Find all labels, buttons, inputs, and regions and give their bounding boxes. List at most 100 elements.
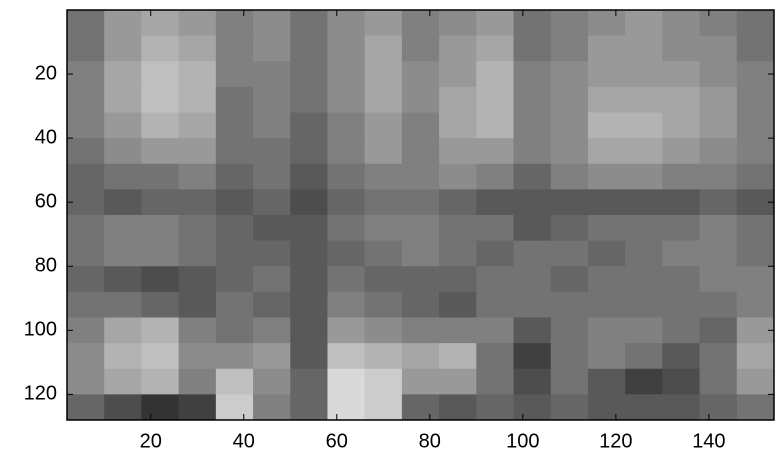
heatmap-cell (625, 163, 663, 190)
heatmap-cell (625, 138, 663, 165)
heatmap-cell (141, 343, 180, 370)
y-tick-label: 120 (24, 383, 57, 405)
heatmap-cell (141, 266, 180, 293)
heatmap-cell (550, 240, 589, 267)
heatmap-cell (364, 240, 403, 267)
heatmap-cell (625, 189, 663, 216)
heatmap-cell (178, 368, 217, 395)
heatmap-cell (253, 61, 291, 88)
heatmap-cell (439, 10, 477, 37)
heatmap-cell (253, 138, 291, 165)
heatmap-cell (550, 163, 589, 190)
heatmap-cell (439, 394, 477, 421)
heatmap-cell (513, 368, 552, 395)
heatmap-cell (736, 163, 775, 190)
heatmap-cell (587, 291, 626, 318)
heatmap-cell (699, 112, 738, 139)
heatmap-cell (327, 10, 366, 37)
heatmap-cell (215, 35, 254, 62)
heatmap-cell (104, 163, 142, 190)
heatmap-cell (401, 343, 440, 370)
heatmap-cell (67, 138, 105, 165)
heatmap-cell (513, 61, 552, 88)
heatmap-cell (253, 189, 291, 216)
heatmap-cell (327, 189, 366, 216)
heatmap-cell (699, 138, 738, 165)
heatmap-cell (476, 163, 515, 190)
heatmap-cell (327, 266, 366, 293)
heatmap-cell (625, 35, 663, 62)
heatmap-cell (662, 163, 701, 190)
x-tick-label: 140 (692, 430, 725, 452)
heatmap-cell (476, 10, 515, 37)
heatmap-cell (625, 112, 663, 139)
heatmap-cell (67, 35, 105, 62)
heatmap-cell (439, 317, 477, 344)
heatmap-cell (513, 138, 552, 165)
heatmap-cell (476, 35, 515, 62)
heatmap-cell (625, 266, 663, 293)
heatmap-cell (253, 343, 291, 370)
heatmap-cell (178, 394, 217, 421)
heatmap-cell (364, 189, 403, 216)
heatmap-cell (290, 215, 328, 242)
heatmap-cell (736, 291, 775, 318)
heatmap-cell (699, 86, 738, 113)
heatmap-cell (662, 215, 701, 242)
heatmap-cell (662, 240, 701, 267)
x-tick-label: 60 (326, 430, 348, 452)
heatmap-cell (215, 343, 254, 370)
heatmap-cell (662, 10, 701, 37)
heatmap-cell (178, 343, 217, 370)
heatmap-cell (736, 10, 775, 37)
heatmap-cell (215, 112, 254, 139)
heatmap-cell (401, 394, 440, 421)
heatmap-cell (327, 394, 366, 421)
heatmap-cell (290, 291, 328, 318)
heatmap-cell (587, 61, 626, 88)
y-tick-label: 100 (24, 319, 57, 341)
heatmap-cell (476, 189, 515, 216)
heatmap-cell (439, 35, 477, 62)
heatmap-cell (699, 10, 738, 37)
heatmap-cell (104, 291, 142, 318)
heatmap-cell (401, 35, 440, 62)
heatmap-cell (662, 291, 701, 318)
heatmap-cell (67, 86, 105, 113)
heatmap-cell (513, 10, 552, 37)
heatmap-cell (587, 35, 626, 62)
heatmap-cell (625, 10, 663, 37)
heatmap-cell (550, 317, 589, 344)
heatmap-cell (253, 86, 291, 113)
heatmap-cell (253, 291, 291, 318)
heatmap-cell (290, 343, 328, 370)
heatmap-cell (215, 266, 254, 293)
heatmap-cell (364, 266, 403, 293)
heatmap-cell (104, 394, 142, 421)
heatmap-cell (401, 86, 440, 113)
heatmap-cell (327, 317, 366, 344)
heatmap-cell (699, 343, 738, 370)
heatmap-cell (253, 163, 291, 190)
heatmap-cell (550, 61, 589, 88)
heatmap-cell (215, 368, 254, 395)
heatmap-cell (550, 343, 589, 370)
heatmap-cell (550, 86, 589, 113)
heatmap-cell (67, 368, 105, 395)
heatmap-cell (178, 138, 217, 165)
heatmap-cell (625, 317, 663, 344)
x-tick-label: 120 (599, 430, 632, 452)
heatmap-cell (141, 163, 180, 190)
heatmap-cell (67, 291, 105, 318)
heatmap-cell (736, 266, 775, 293)
heatmap-cell (141, 61, 180, 88)
plot-frame (66, 9, 775, 421)
heatmap-cell (104, 266, 142, 293)
heatmap-cell (699, 215, 738, 242)
heatmap-cell (513, 86, 552, 113)
x-tick-label: 20 (140, 430, 162, 452)
heatmap-cell (178, 61, 217, 88)
heatmap-cell (253, 112, 291, 139)
heatmap-cell (104, 86, 142, 113)
heatmap-cell (290, 240, 328, 267)
